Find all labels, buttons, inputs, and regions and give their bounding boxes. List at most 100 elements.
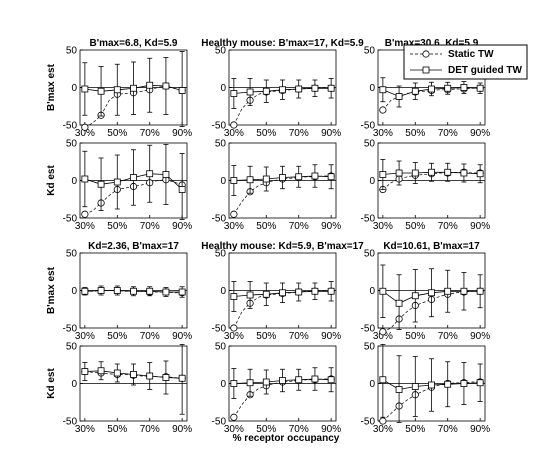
det-point: [279, 174, 286, 181]
x-tick-label: 30%: [373, 221, 393, 232]
det-point: [411, 87, 419, 95]
x-tick-label: 30%: [224, 424, 244, 435]
x-tick-label: 50%: [107, 128, 127, 139]
x-tick-label: 90%: [470, 221, 490, 232]
x-tick-label: 30%: [224, 221, 244, 232]
det-point: [460, 380, 468, 387]
det-point: [130, 287, 137, 295]
x-tick-label: 30%: [224, 331, 244, 342]
y-tick-label: 50: [215, 249, 227, 260]
static-point: [230, 413, 238, 421]
x-tick-label: 90%: [321, 128, 341, 139]
panel-6: -50 0 50 30% 50% 70% 90%: [361, 139, 491, 233]
det-point: [262, 87, 270, 95]
x-tick-label: 70%: [289, 424, 309, 435]
y-tick-label: 0: [220, 176, 226, 187]
panel-11: -50 0 50 30% 50% 70% 90%: [212, 342, 342, 436]
det-point: [162, 171, 170, 178]
static-point: [81, 210, 89, 218]
y-tick-label: -50: [63, 417, 78, 428]
det-point: [295, 288, 303, 296]
panel-title: B'max=30.6, Kd=5.9: [385, 38, 479, 49]
det-point: [146, 170, 154, 178]
y-axis-label: B'max est: [46, 63, 57, 111]
det-point: [146, 287, 154, 295]
y-tick-label: 50: [215, 342, 227, 353]
det-point: [295, 376, 303, 384]
det-point: [395, 299, 403, 307]
x-tick-label: 50%: [107, 221, 127, 232]
det-point: [246, 291, 254, 299]
y-tick-label: -50: [212, 324, 227, 335]
y-tick-label: -50: [63, 324, 78, 335]
x-tick-label: 70%: [140, 221, 160, 232]
det-point: [327, 287, 335, 295]
legend: Static TW DET guided TW: [403, 44, 528, 80]
x-tick-label: 70%: [289, 128, 309, 139]
panel-2: -50 0 50 30% 50% 70% 90% Healthy mouse: B'max=1…: [201, 38, 364, 139]
y-tick-label: 50: [66, 139, 78, 150]
panel-1: -50 0 50 30% 50% 70% 90% B'max=6.8, Kd=5.9 B'max…: [46, 38, 192, 139]
y-tick-label: 0: [220, 286, 226, 297]
x-tick-label: 90%: [321, 331, 341, 342]
static-point: [379, 106, 387, 114]
det-point: [113, 287, 121, 294]
det-point: [162, 288, 170, 296]
x-tick-label: 50%: [107, 331, 127, 342]
x-tick-label: 70%: [289, 221, 309, 232]
x-tick-label: 50%: [405, 128, 425, 139]
x-tick-label: 70%: [438, 128, 458, 139]
det-point: [428, 289, 435, 297]
det-point: [113, 86, 121, 94]
det-point: [311, 84, 319, 92]
y-tick-label: -50: [212, 214, 227, 225]
det-point: [81, 287, 89, 295]
static-point: [230, 210, 238, 218]
y-tick-label: 0: [369, 176, 375, 187]
static-point: [81, 123, 89, 131]
det-point: [230, 90, 238, 97]
y-tick-label: 50: [364, 139, 376, 150]
det-point: [411, 169, 419, 177]
panel-title: Healthy mouse: Kd=5.9, B'max=17: [201, 241, 364, 252]
x-tick-label: 90%: [321, 424, 341, 435]
x-tick-label: 50%: [256, 424, 276, 435]
det-point: [230, 380, 238, 387]
x-tick-label: 50%: [256, 221, 276, 232]
x-tick-label: 70%: [289, 331, 309, 342]
x-tick-label: 70%: [438, 331, 458, 342]
legend-static-label: Static TW: [448, 49, 494, 60]
legend-det-label: DET guided TW: [448, 65, 522, 76]
static-point: [230, 324, 238, 332]
det-point: [379, 287, 387, 295]
y-axis-label: B'max est: [46, 266, 57, 314]
x-tick-label: 70%: [438, 424, 458, 435]
x-tick-label: 50%: [107, 424, 127, 435]
x-tick-label: 30%: [75, 221, 95, 232]
y-tick-label: 50: [364, 46, 376, 57]
det-point: [295, 85, 303, 93]
x-tick-label: 70%: [140, 424, 160, 435]
det-point: [379, 376, 387, 384]
x-tick-label: 50%: [256, 128, 276, 139]
y-tick-label: -50: [361, 214, 376, 225]
panel-title: B'max=6.8, Kd=5.9: [90, 38, 178, 49]
panel-8: -50 0 50 30% 50% 70% 90% Healthy mouse: Kd=5.9,…: [201, 241, 364, 342]
det-point: [97, 287, 105, 294]
det-point: [411, 383, 419, 390]
det-point: [295, 173, 303, 181]
det-point: [460, 169, 468, 177]
det-point: [327, 173, 335, 181]
det-point: [428, 381, 435, 389]
static-point: [379, 328, 387, 336]
det-point: [162, 82, 170, 90]
y-tick-label: -50: [361, 417, 376, 428]
x-tick-label: 30%: [75, 331, 95, 342]
det-point: [476, 379, 484, 387]
det-point: [97, 367, 105, 375]
panel-9: -50 0 50 30% 50% 70% 90% Kd=10.61, B'max=17: [361, 241, 491, 342]
det-point: [428, 85, 435, 93]
panel-7: -50 0 50 30% 50% 70% 90% Kd=2.36, B'max=17 B'max…: [46, 241, 192, 342]
y-tick-label: 0: [220, 379, 226, 390]
